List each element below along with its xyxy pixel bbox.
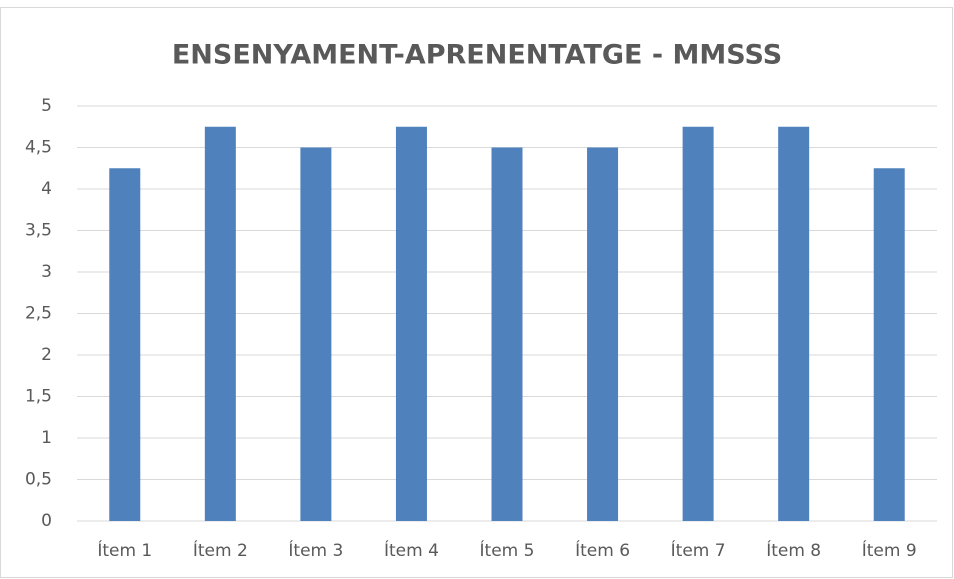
bar xyxy=(109,168,141,521)
x-tick-label: Ítem 2 xyxy=(193,539,248,561)
y-tick-label: 3,5 xyxy=(25,221,52,241)
y-tick-label: 0 xyxy=(41,511,52,531)
chart-title: ENSENYAMENT-APRENENTATGE - MMSSS xyxy=(172,40,782,71)
x-tick-label: Ítem 9 xyxy=(862,539,917,561)
y-tick-label: 2,5 xyxy=(25,304,52,324)
bar xyxy=(491,147,523,521)
bar xyxy=(778,126,810,521)
y-tick-label: 3 xyxy=(41,262,52,282)
bar xyxy=(204,126,236,521)
y-tick-label: 0,5 xyxy=(25,470,52,490)
y-tick-label: 4 xyxy=(41,179,52,199)
bar xyxy=(873,168,905,521)
bar xyxy=(682,126,714,521)
y-tick-label: 1,5 xyxy=(25,387,52,407)
bar xyxy=(587,147,619,521)
chart-border xyxy=(0,7,953,578)
y-tick-label: 2 xyxy=(41,345,52,365)
bar xyxy=(300,147,332,521)
y-tick-label: 4,5 xyxy=(25,138,52,158)
y-tick-label: 1 xyxy=(41,428,52,448)
x-tick-label: Ítem 8 xyxy=(766,539,821,561)
x-tick-label: Ítem 6 xyxy=(575,539,630,561)
x-tick-label: Ítem 1 xyxy=(97,539,152,561)
x-tick-label: Ítem 5 xyxy=(480,539,535,561)
x-tick-label: Ítem 7 xyxy=(671,539,726,561)
bar xyxy=(395,126,427,521)
x-tick-label: Ítem 3 xyxy=(288,539,343,561)
x-tick-label: Ítem 4 xyxy=(384,539,439,561)
y-tick-label: 5 xyxy=(41,96,52,116)
